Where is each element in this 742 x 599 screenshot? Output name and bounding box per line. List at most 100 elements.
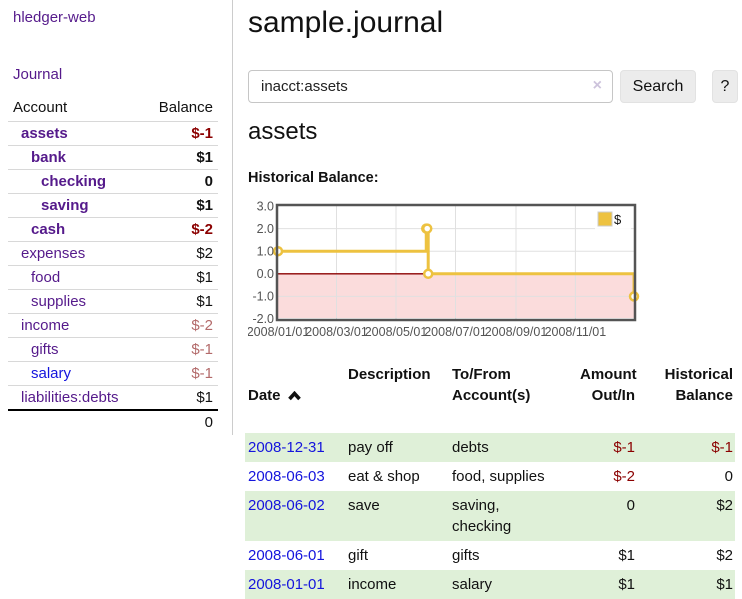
clear-search-icon[interactable]: × <box>592 77 602 94</box>
account-link-checking[interactable]: checking <box>41 173 107 190</box>
transaction-balance: $-1 <box>711 439 733 456</box>
col-to-from-accounts: To/From Account(s) <box>452 366 531 404</box>
svg-text:2008/01/01: 2008/01/01 <box>248 325 309 339</box>
col-amount-out-in: Amount Out/In <box>580 366 637 404</box>
page-title: sample.journal <box>248 6 444 39</box>
account-row-checking: checking 0 <box>8 169 218 194</box>
register-table: Date Description To/From Account(s) Amou… <box>245 362 735 599</box>
transaction-amount: $-1 <box>613 439 635 456</box>
account-balance: $2 <box>196 245 213 262</box>
transaction-date-link[interactable]: 2008-06-01 <box>248 547 325 564</box>
search-input[interactable] <box>248 70 613 103</box>
accounts-col-balance: Balance <box>158 99 213 116</box>
search-button[interactable]: Search <box>620 70 696 103</box>
transaction-description: pay off <box>348 439 393 456</box>
transaction-date-link[interactable]: 2008-06-02 <box>248 497 325 514</box>
account-row-cash: cash $-2 <box>8 217 218 242</box>
transaction-date-link[interactable]: 2008-12-31 <box>248 439 325 456</box>
transaction-amount: $1 <box>618 547 635 564</box>
account-balance: 0 <box>204 173 213 190</box>
account-balance: $-2 <box>191 221 213 238</box>
legend-label: $ <box>614 212 622 227</box>
account-link-cash[interactable]: cash <box>31 221 66 238</box>
accounts-total-value: 0 <box>204 414 213 431</box>
legend-swatch <box>597 211 613 227</box>
svg-text:-2.0: -2.0 <box>252 312 274 326</box>
svg-text:0.0: 0.0 <box>257 267 274 281</box>
account-link-expenses[interactable]: expenses <box>21 245 86 262</box>
account-link-food[interactable]: food <box>31 269 61 286</box>
transaction-amount: $1 <box>618 576 635 593</box>
sidebar: hledger-web Journal Account Balance asse… <box>0 0 233 435</box>
account-row-supplies: supplies $1 <box>8 289 218 314</box>
app-title-link[interactable]: hledger-web <box>13 9 96 26</box>
account-row-liabilities-debts: liabilities:debts $1 <box>8 385 218 411</box>
col-date[interactable]: Date <box>245 362 345 433</box>
account-row-income: income $-2 <box>8 313 218 338</box>
chart-legend: $ <box>595 209 631 230</box>
account-link-saving[interactable]: saving <box>41 197 89 214</box>
account-balance: $1 <box>196 293 213 310</box>
search-bar: × Search ? <box>248 70 742 103</box>
accounts-header-row: Account Balance <box>8 96 218 122</box>
register-row: 2008-12-31 pay off debts $-1 $-1 <box>245 433 735 462</box>
account-balance: $1 <box>196 389 213 406</box>
sort-ascending-icon <box>287 390 301 400</box>
account-row-assets: assets $-1 <box>8 121 218 146</box>
transaction-balance: 0 <box>724 468 733 485</box>
chart-title: Historical Balance: <box>248 170 379 186</box>
account-balance: $-1 <box>191 125 213 142</box>
main-panel: sample.journal × Search ? assets Histori… <box>245 0 742 599</box>
accounts-total-row: 0 <box>8 410 218 434</box>
transaction-date-link[interactable]: 2008-01-01 <box>248 576 325 593</box>
account-row-saving: saving $1 <box>8 193 218 218</box>
account-link-income[interactable]: income <box>21 317 70 334</box>
register-row: 2008-06-01 gift gifts $1 $2 <box>245 541 735 570</box>
col-description: Description <box>348 366 431 383</box>
accounts-table: Account Balance assets $-1 bank $1 check… <box>8 96 218 434</box>
account-link-salary[interactable]: salary <box>31 365 72 382</box>
register-row: 2008-01-01 income salary $1 $1 <box>245 570 735 599</box>
chart-gridlines-x <box>336 206 576 319</box>
account-row-bank: bank $1 <box>8 145 218 170</box>
account-balance: $-1 <box>191 365 213 382</box>
chart-y-tick-labels: 3.0 2.0 1.0 0.0 -1.0 -2.0 <box>252 200 274 327</box>
register-row: 2008-06-03 eat & shop food, supplies $-2… <box>245 462 735 491</box>
account-link-liabilities-debts[interactable]: liabilities:debts <box>21 389 119 406</box>
transaction-description: income <box>348 576 397 593</box>
account-row-expenses: expenses $2 <box>8 241 218 266</box>
chart-x-tick-labels: 2008/01/01 2008/03/01 2008/05/01 2008/07… <box>247 325 607 339</box>
col-historical-balance: Historical Balance <box>664 366 733 404</box>
transaction-accounts: gifts <box>452 547 480 564</box>
transaction-accounts: food, supplies <box>452 468 545 485</box>
account-link-supplies[interactable]: supplies <box>31 293 87 310</box>
transaction-balance: $2 <box>716 547 733 564</box>
transaction-balance: $1 <box>716 576 733 593</box>
svg-text:2008/07/01: 2008/07/01 <box>424 325 487 339</box>
sidebar-item-journal[interactable]: Journal <box>13 66 63 83</box>
accounts-col-account: Account <box>13 99 68 116</box>
historical-balance-chart: $ 3.0 2.0 1.0 0.0 -1.0 -2.0 2008/01/01 2… <box>247 200 660 345</box>
account-balance: $-2 <box>191 317 213 334</box>
account-balance: $1 <box>196 149 213 166</box>
svg-text:2008/09/01: 2008/09/01 <box>485 325 548 339</box>
transaction-description: save <box>348 497 380 514</box>
account-link-bank[interactable]: bank <box>31 149 67 166</box>
register-row: 2008-06-02 save saving, checking 0 $2 <box>245 491 735 541</box>
register-header-row: Date Description To/From Account(s) Amou… <box>245 362 735 433</box>
account-balance: $1 <box>196 269 213 286</box>
transaction-description: gift <box>348 547 369 564</box>
transaction-accounts: saving, checking <box>452 497 512 535</box>
svg-text:3.0: 3.0 <box>257 200 274 214</box>
account-link-gifts[interactable]: gifts <box>31 341 59 358</box>
account-heading: assets <box>248 118 318 145</box>
svg-text:2008/11/01: 2008/11/01 <box>545 325 607 339</box>
help-button[interactable]: ? <box>712 70 738 103</box>
svg-text:2008/05/01: 2008/05/01 <box>365 325 428 339</box>
account-balance: $-1 <box>191 341 213 358</box>
svg-text:2.0: 2.0 <box>257 222 274 236</box>
chart-border <box>275 203 637 322</box>
transaction-date-link[interactable]: 2008-06-03 <box>248 468 325 485</box>
account-link-assets[interactable]: assets <box>21 125 68 142</box>
account-row-gifts: gifts $-1 <box>8 337 218 362</box>
